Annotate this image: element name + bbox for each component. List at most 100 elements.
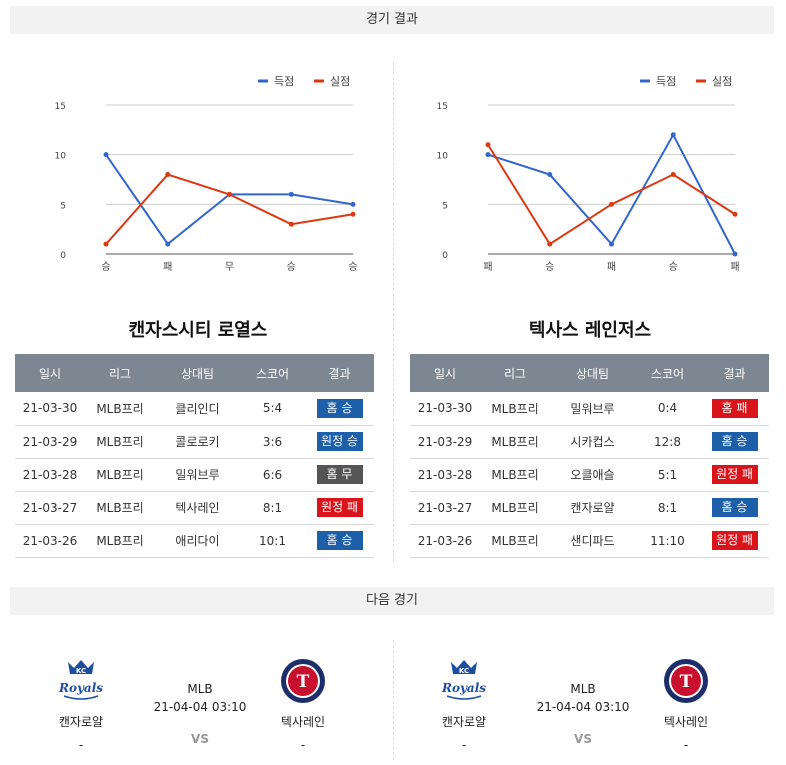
royals-logo-icon: KC Royals (441, 660, 486, 700)
table-row: 21-03-26 MLB프리 샌디파드 11:10 원정 패 (410, 524, 769, 558)
cell-opponent: 샌디파드 (550, 524, 635, 558)
cell-opponent: 캔자로얄 (550, 491, 635, 525)
svg-text:KC: KC (459, 667, 469, 675)
col-league: 리그 (480, 354, 550, 392)
cell-date: 21-03-28 (15, 458, 85, 492)
next-game-card[interactable]: KC Royals 캔자로얄 - MLB 21-04-04 03:10 VS T… (30, 652, 370, 762)
home-team[interactable]: KC Royals 캔자로얄 - (434, 656, 494, 752)
cell-result: 홈 패 (700, 392, 769, 426)
home-team-score: - (461, 738, 467, 752)
cell-score: 12:8 (635, 425, 700, 459)
cell-score: 3:6 (240, 425, 305, 459)
result-badge: 원정 패 (711, 465, 758, 484)
cell-score: 11:10 (635, 524, 700, 558)
away-team-name: 텍사레인 (280, 715, 326, 729)
next-game-header: 다음 경기 (10, 587, 774, 615)
cell-league: MLB프리 (85, 458, 155, 492)
data-point (609, 201, 614, 207)
legend-allowed-label: 실점 (712, 75, 732, 88)
table-row: 21-03-26 MLB프리 애리다이 10:1 홈 승 (15, 524, 374, 558)
col-league: 리그 (85, 354, 155, 392)
x-tick-label: 패 (483, 261, 492, 273)
result-badge: 홈 무 (316, 465, 363, 484)
results-divider (393, 62, 394, 562)
data-point (103, 241, 109, 247)
col-score: 스코어 (240, 354, 305, 392)
cell-league: MLB프리 (85, 524, 155, 558)
result-badge: 원정 패 (711, 531, 758, 550)
cell-date: 21-03-27 (410, 491, 480, 525)
col-date: 일시 (410, 354, 480, 392)
data-point (485, 152, 491, 158)
data-point (609, 241, 614, 247)
data-point (288, 191, 294, 197)
cell-result: 원정 패 (700, 458, 769, 492)
svg-text:T: T (297, 672, 310, 692)
y-tick-label: 5 (60, 201, 66, 211)
x-tick-label: 패 (607, 261, 616, 273)
cell-opponent: 밀워브루 (155, 458, 240, 492)
vs-label: VS (191, 732, 209, 746)
x-tick-label: 승 (348, 261, 357, 273)
match-datetime: 21-04-04 03:10 (536, 700, 630, 714)
next-game-card[interactable]: KC Royals 캔자로얄 - MLB 21-04-04 03:10 VS T… (413, 652, 753, 762)
results-table-tex: 일시 리그 상대팀 스코어 결과 21-03-30 MLB프리 밀워브루 0:4 홈 패… (410, 354, 769, 558)
cell-date: 21-03-26 (410, 524, 480, 558)
col-score: 스코어 (635, 354, 700, 392)
cell-league: MLB프리 (480, 458, 550, 492)
col-result: 결과 (305, 354, 374, 392)
series-line-scored (105, 154, 354, 246)
y-tick-label: 15 (437, 102, 448, 112)
x-tick-label: 승 (101, 261, 110, 273)
cell-opponent: 텍사레인 (155, 491, 240, 525)
cell-league: MLB프리 (480, 392, 550, 426)
result-badge: 원정 승 (316, 432, 363, 451)
away-team[interactable]: T 텍사레인 - (656, 656, 716, 752)
x-tick-label: 승 (545, 261, 554, 273)
data-point (227, 191, 232, 197)
table-row: 21-03-29 MLB프리 콜로로키 3:6 원정 승 (15, 425, 374, 459)
result-badge: 원정 패 (316, 498, 363, 517)
x-tick-label: 승 (669, 261, 678, 273)
cell-date: 21-03-29 (15, 425, 85, 459)
cell-opponent: 클리인디 (155, 392, 240, 426)
col-result: 결과 (700, 354, 769, 392)
table-row: 21-03-30 MLB프리 클리인디 5:4 홈 승 (15, 392, 374, 426)
cell-league: MLB프리 (480, 425, 550, 459)
cell-opponent: 오클애슬 (550, 458, 635, 492)
svg-text:T: T (680, 672, 693, 692)
team-title-tex: 텍사스 레인저스 (528, 320, 652, 341)
away-team-name: 텍사레인 (663, 715, 709, 729)
cell-date: 21-03-28 (410, 458, 480, 492)
next-divider (393, 640, 394, 760)
results-header: 경기 결과 (10, 6, 774, 34)
rangers-logo-icon: T (281, 659, 325, 703)
match-info: MLB 21-04-04 03:10 VS (150, 682, 250, 746)
y-tick-label: 10 (55, 152, 67, 162)
data-point (288, 221, 294, 227)
x-tick-label: 승 (287, 261, 296, 273)
cell-result: 홈 승 (305, 524, 374, 558)
result-badge: 홈 승 (316, 531, 363, 550)
cell-score: 0:4 (635, 392, 700, 426)
table-row: 21-03-28 MLB프리 밀워브루 6:6 홈 무 (15, 458, 374, 492)
col-opponent: 상대팀 (550, 354, 635, 392)
cell-date: 21-03-30 (15, 392, 85, 426)
home-team[interactable]: KC Royals 캔자로얄 - (51, 656, 111, 752)
cell-result: 홈 승 (700, 425, 769, 459)
royals-logo-icon: KC Royals (58, 660, 103, 700)
svg-text:Royals: Royals (441, 681, 486, 695)
table-row: 21-03-28 MLB프리 오클애슬 5:1 원정 패 (410, 458, 769, 492)
svg-text:KC: KC (76, 667, 86, 675)
home-team-name: 캔자로얄 (58, 715, 104, 729)
svg-text:Royals: Royals (58, 681, 103, 695)
match-datetime: 21-04-04 03:10 (153, 700, 247, 714)
result-badge: 홈 승 (711, 432, 758, 451)
data-point (165, 172, 171, 178)
table-row: 21-03-30 MLB프리 밀워브루 0:4 홈 패 (410, 392, 769, 426)
x-tick-label: 무 (225, 262, 234, 273)
table-row: 21-03-29 MLB프리 시카컵스 12:8 홈 승 (410, 425, 769, 459)
chart-tex: 득점 실점 15 10 5 0 패 승 패 승 패 (437, 75, 740, 273)
away-team[interactable]: T 텍사레인 - (273, 656, 333, 752)
data-point (732, 251, 738, 257)
